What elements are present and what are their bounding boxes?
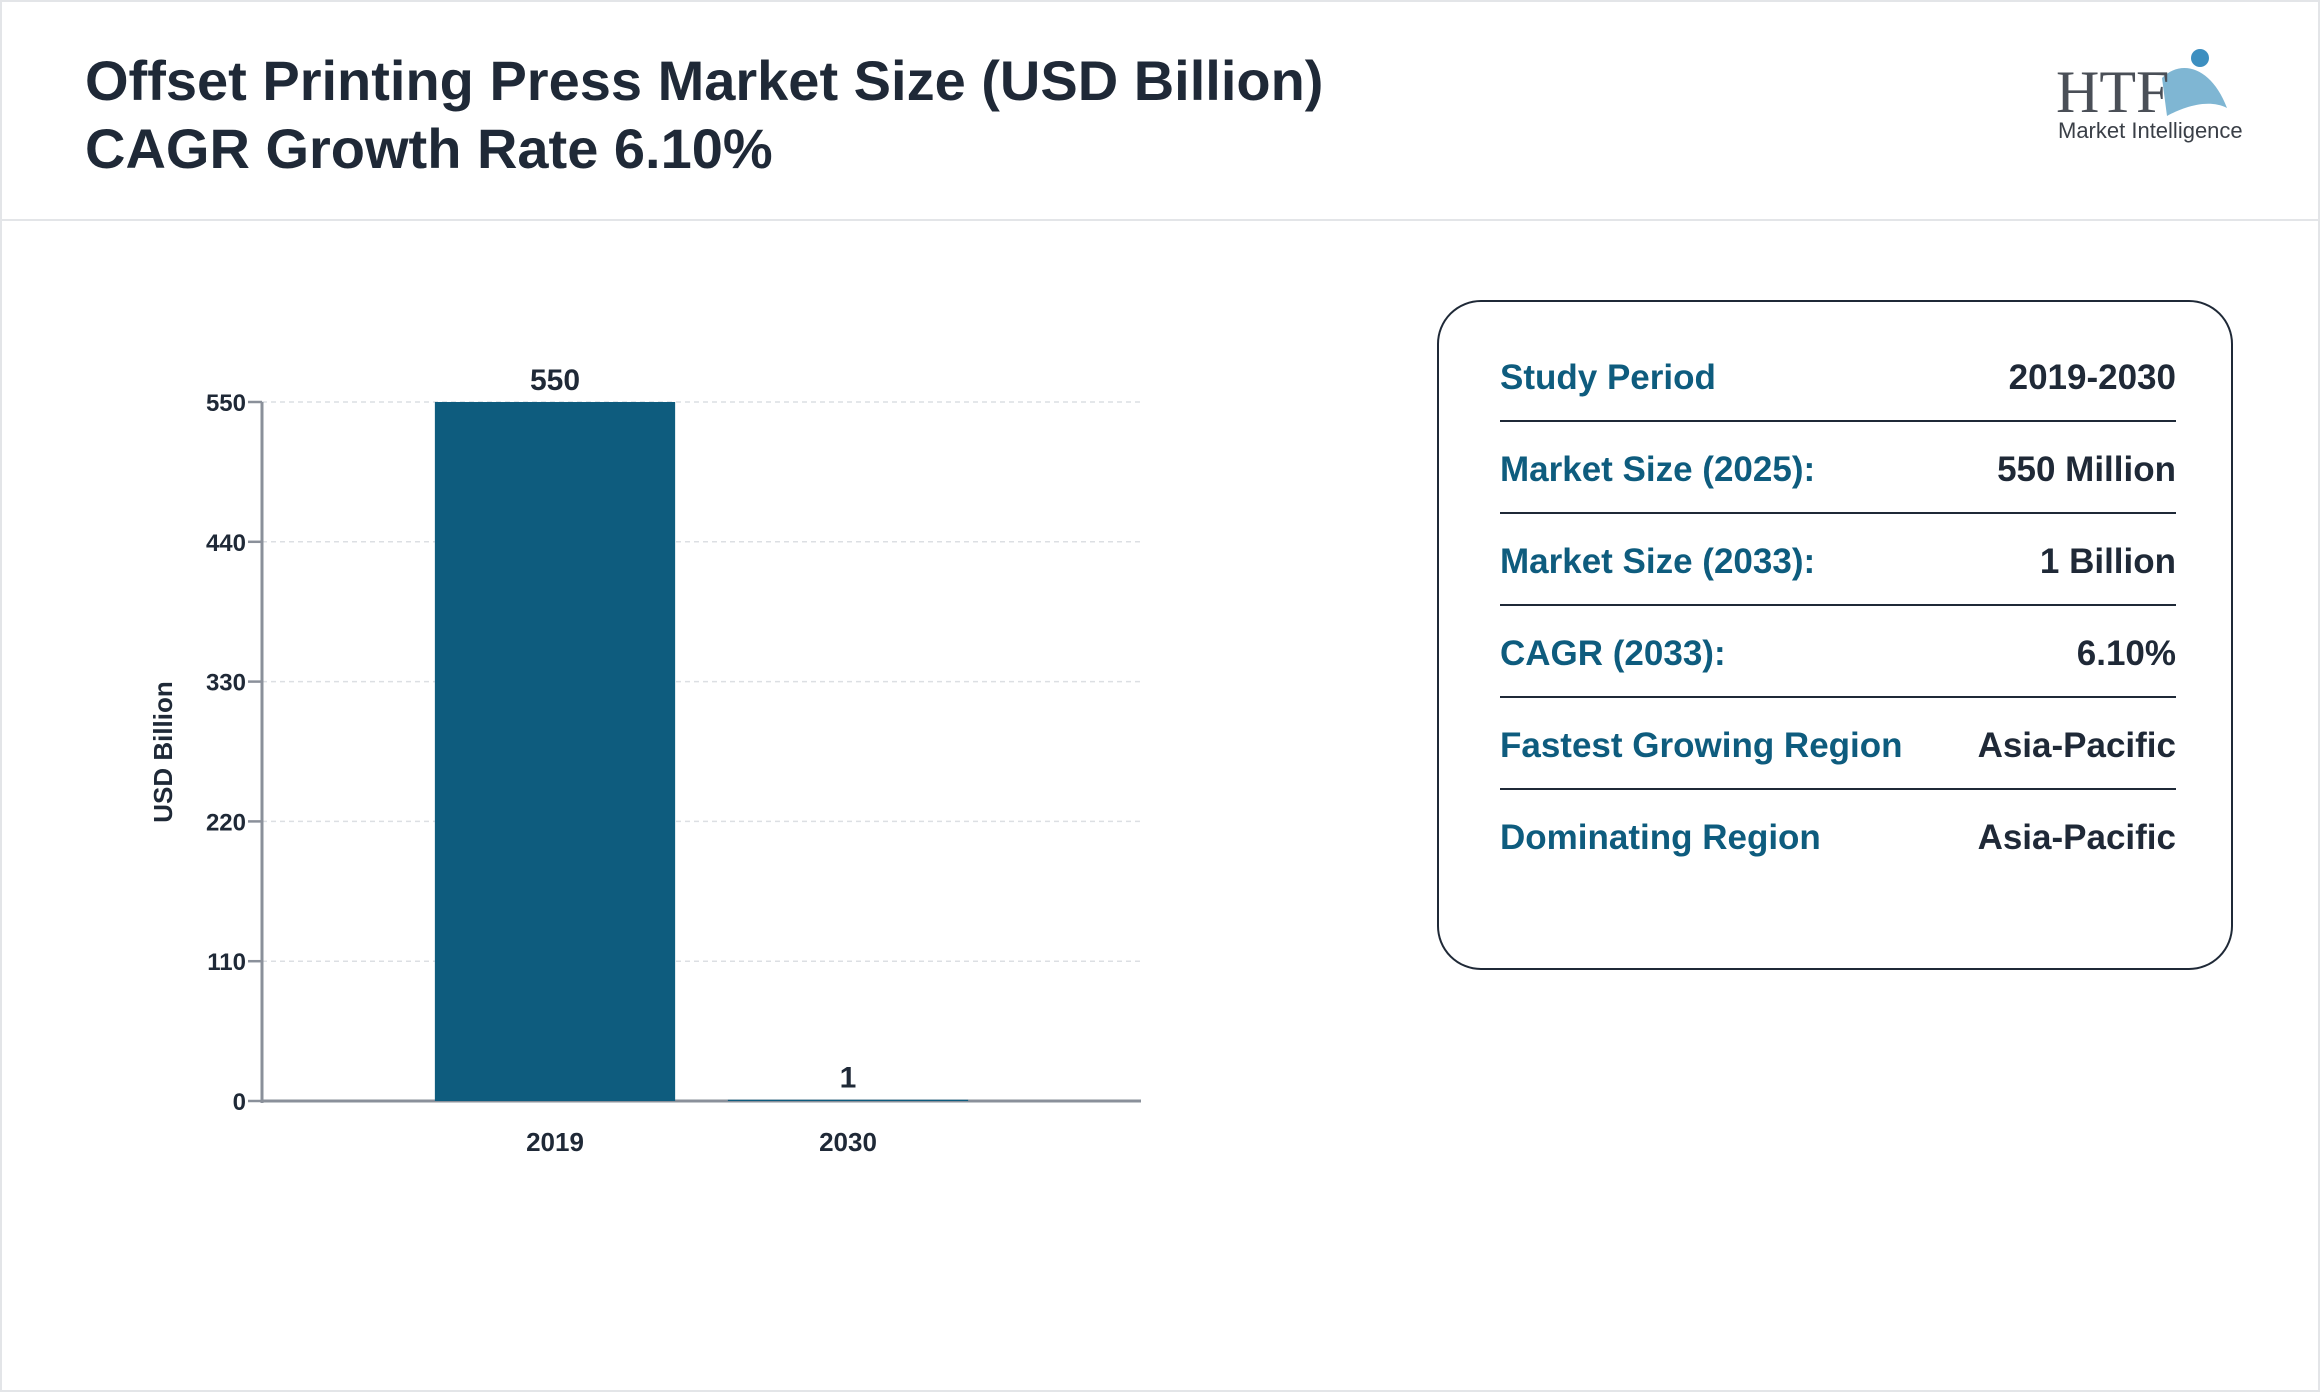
value-label: 1	[840, 1062, 857, 1095]
info-value: 2019-2030	[2008, 358, 2176, 397]
bar	[727, 1099, 969, 1101]
info-card: Study Period 2019-2030 Market Size (2025):…	[1437, 300, 2233, 970]
y-tick-label: 110	[207, 949, 246, 976]
info-value: 550 Million	[1997, 450, 2176, 489]
x-tick-label: 2030	[819, 1127, 877, 1157]
y-tick-label: 440	[206, 530, 246, 557]
title: Offset Printing Press Market Size (USD B…	[85, 49, 1324, 112]
info-label: Market Size (2033):	[1500, 542, 1816, 581]
info-value: Asia-Pacific	[1977, 726, 2176, 765]
info-row: CAGR (2033): 6.10%	[1500, 604, 2176, 698]
x-tick-label: 2019	[526, 1127, 584, 1157]
info-label: Fastest Growing Region	[1500, 726, 1903, 765]
y-axis-label: USD Billion	[148, 681, 178, 823]
y-tick-label: 330	[206, 670, 246, 697]
logo-dot	[2191, 49, 2209, 67]
bar	[434, 402, 676, 1101]
info-value: 6.10%	[2076, 634, 2176, 673]
info-label: Market Size (2025):	[1500, 450, 1816, 489]
logo-shape	[2162, 68, 2227, 116]
info-row: Dominating Region Asia-Pacific	[1500, 788, 2176, 880]
info-label: Study Period	[1500, 358, 1716, 397]
chart: USD Billion 0 110 220 330 440 550 550 2019 1 2030	[148, 364, 1141, 1157]
info-row: Fastest Growing Region Asia-Pacific	[1500, 696, 2176, 790]
info-label: CAGR (2033):	[1500, 634, 1726, 673]
info-value: 1 Billion	[2039, 542, 2176, 581]
value-label: 550	[530, 364, 580, 397]
info-row: Market Size (2033): 1 Billion	[1500, 512, 2176, 606]
y-tick-label: 550	[206, 390, 246, 417]
logo: HTF Market Intelligence	[2056, 49, 2243, 143]
logo-tagline: Market Intelligence	[2058, 118, 2243, 143]
info-value: Asia-Pacific	[1977, 818, 2176, 857]
y-tick-label: 220	[206, 809, 246, 836]
y-tick-label: 0	[233, 1089, 246, 1116]
info-label: Dominating Region	[1500, 818, 1821, 857]
logo-mark: HTF	[2056, 59, 2169, 125]
header: Offset Printing Press Market Size (USD B…	[2, 2, 2318, 221]
info-row: Market Size (2025): 550 Million	[1500, 420, 2176, 514]
info-row: Study Period 2019-2030	[1500, 328, 2176, 422]
subtitle: CAGR Growth Rate 6.10%	[85, 117, 773, 180]
